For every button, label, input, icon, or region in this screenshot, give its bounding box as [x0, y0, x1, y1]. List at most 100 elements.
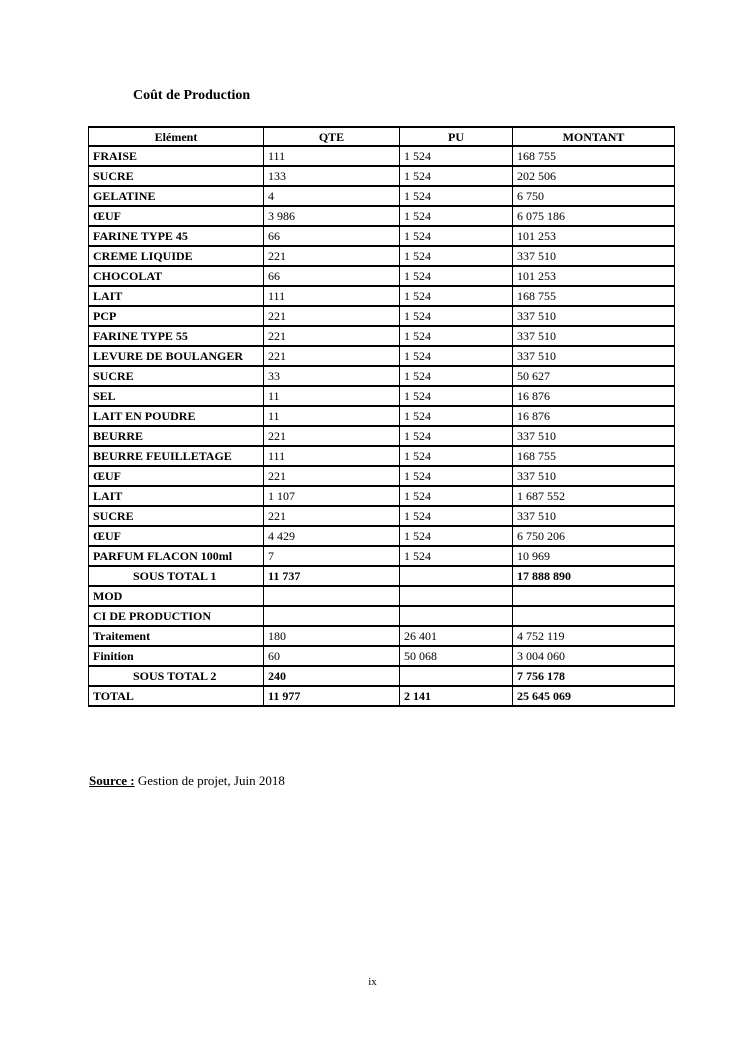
- table-row: LAIT 1 107 1 524 1 687 552: [88, 485, 675, 507]
- cell-montant: [512, 585, 675, 607]
- table-row: BEURRE 221 1 524 337 510: [88, 425, 675, 447]
- cell-element: CHOCOLAT: [88, 265, 264, 287]
- cell-qte: 240: [263, 665, 400, 687]
- table-row: LAIT EN POUDRE 11 1 524 16 876: [88, 405, 675, 427]
- cell-element: SUCRE: [88, 505, 264, 527]
- cell-pu: [399, 665, 513, 687]
- cell-pu: 1 524: [399, 545, 513, 567]
- cell-qte: [263, 605, 400, 627]
- cell-element: SUCRE: [88, 365, 264, 387]
- cell-qte: 60: [263, 645, 400, 667]
- cell-pu: 1 524: [399, 325, 513, 347]
- cell-pu: 1 524: [399, 385, 513, 407]
- table-row: PCP 221 1 524 337 510: [88, 305, 675, 327]
- table-row: CREME LIQUIDE 221 1 524 337 510: [88, 245, 675, 267]
- cell-element: PARFUM FLACON 100ml: [88, 545, 264, 567]
- cell-montant: 16 876: [512, 405, 675, 427]
- cell-pu: 50 068: [399, 645, 513, 667]
- cell-pu: 1 524: [399, 365, 513, 387]
- cell-montant: 202 506: [512, 165, 675, 187]
- cell-element: ŒUF: [88, 525, 264, 547]
- cell-qte: 7: [263, 545, 400, 567]
- table-row: BEURRE FEUILLETAGE 111 1 524 168 755: [88, 445, 675, 467]
- cell-pu: 1 524: [399, 285, 513, 307]
- cell-montant: 101 253: [512, 265, 675, 287]
- cell-montant: 337 510: [512, 465, 675, 487]
- cell-montant: 337 510: [512, 305, 675, 327]
- cell-element: SOUS TOTAL 1: [88, 565, 264, 587]
- cell-qte: 221: [263, 465, 400, 487]
- cell-montant: 168 755: [512, 285, 675, 307]
- cell-qte: [263, 585, 400, 607]
- cell-montant: 4 752 119: [512, 625, 675, 647]
- cell-pu: 1 524: [399, 165, 513, 187]
- cell-qte: 221: [263, 305, 400, 327]
- column-header-pu: PU: [399, 126, 513, 147]
- column-header-element: Elément: [88, 126, 264, 147]
- cell-montant: 25 645 069: [512, 685, 675, 707]
- cell-montant: 6 750 206: [512, 525, 675, 547]
- cell-montant: 17 888 890: [512, 565, 675, 587]
- cell-montant: 1 687 552: [512, 485, 675, 507]
- cell-element: SOUS TOTAL 2: [88, 665, 264, 687]
- table-row: FARINE TYPE 45 66 1 524 101 253: [88, 225, 675, 247]
- page-title: Coût de Production: [133, 88, 251, 103]
- table-row: ŒUF 221 1 524 337 510: [88, 465, 675, 487]
- cost-table-body: FRAISE 111 1 524 168 755 SUCRE 133 1 524 202 50…: [88, 145, 675, 707]
- cell-element: BEURRE FEUILLETAGE: [88, 445, 264, 467]
- cell-pu: 1 524: [399, 345, 513, 367]
- cell-element: FARINE TYPE 45: [88, 225, 264, 247]
- cell-montant: 168 755: [512, 145, 675, 167]
- cell-qte: 3 986: [263, 205, 400, 227]
- cell-pu: 1 524: [399, 465, 513, 487]
- table-row: TOTAL 11 977 2 141 25 645 069: [88, 685, 675, 707]
- cell-pu: 1 524: [399, 145, 513, 167]
- cell-qte: 1 107: [263, 485, 400, 507]
- cell-qte: 11 737: [263, 565, 400, 587]
- table-row: FRAISE 111 1 524 168 755: [88, 145, 675, 167]
- cost-of-production-table: Elément QTE PU MONTANT FRAISE 111 1 524 168…: [88, 126, 675, 707]
- cell-pu: [399, 565, 513, 587]
- cell-qte: 4: [263, 185, 400, 207]
- cell-pu: 1 524: [399, 265, 513, 287]
- cell-element: GELATINE: [88, 185, 264, 207]
- cell-pu: 1 524: [399, 205, 513, 227]
- cell-element: LAIT: [88, 285, 264, 307]
- table-row: SOUS TOTAL 1 11 737 17 888 890: [88, 565, 675, 587]
- cell-pu: 1 524: [399, 405, 513, 427]
- cell-montant: 6 750: [512, 185, 675, 207]
- cell-element: Finition: [88, 645, 264, 667]
- cell-montant: 16 876: [512, 385, 675, 407]
- cell-pu: 1 524: [399, 245, 513, 267]
- cell-qte: 180: [263, 625, 400, 647]
- table-row: MOD: [88, 585, 675, 607]
- cell-pu: 2 141: [399, 685, 513, 707]
- cell-element: CREME LIQUIDE: [88, 245, 264, 267]
- column-header-montant: MONTANT: [512, 126, 675, 147]
- cell-element: BEURRE: [88, 425, 264, 447]
- cell-pu: 1 524: [399, 305, 513, 327]
- cell-element: LAIT EN POUDRE: [88, 405, 264, 427]
- cell-element: TOTAL: [88, 685, 264, 707]
- cell-montant: [512, 605, 675, 627]
- table-row: Traitement 180 26 401 4 752 119: [88, 625, 675, 647]
- table-row: CI DE PRODUCTION: [88, 605, 675, 627]
- cell-montant: 50 627: [512, 365, 675, 387]
- table-row: SUCRE 221 1 524 337 510: [88, 505, 675, 527]
- cell-element: MOD: [88, 585, 264, 607]
- cell-element: Traitement: [88, 625, 264, 647]
- cell-montant: 337 510: [512, 325, 675, 347]
- cell-montant: 7 756 178: [512, 665, 675, 687]
- column-header-qte: QTE: [263, 126, 400, 147]
- table-row: PARFUM FLACON 100ml 7 1 524 10 969: [88, 545, 675, 567]
- table-row: GELATINE 4 1 524 6 750: [88, 185, 675, 207]
- cell-pu: 1 524: [399, 445, 513, 467]
- page-number: ix: [368, 976, 377, 988]
- cell-pu: 1 524: [399, 505, 513, 527]
- cell-montant: 337 510: [512, 425, 675, 447]
- cell-qte: 221: [263, 425, 400, 447]
- cell-qte: 66: [263, 265, 400, 287]
- cell-qte: 221: [263, 325, 400, 347]
- cell-qte: 221: [263, 345, 400, 367]
- cell-element: PCP: [88, 305, 264, 327]
